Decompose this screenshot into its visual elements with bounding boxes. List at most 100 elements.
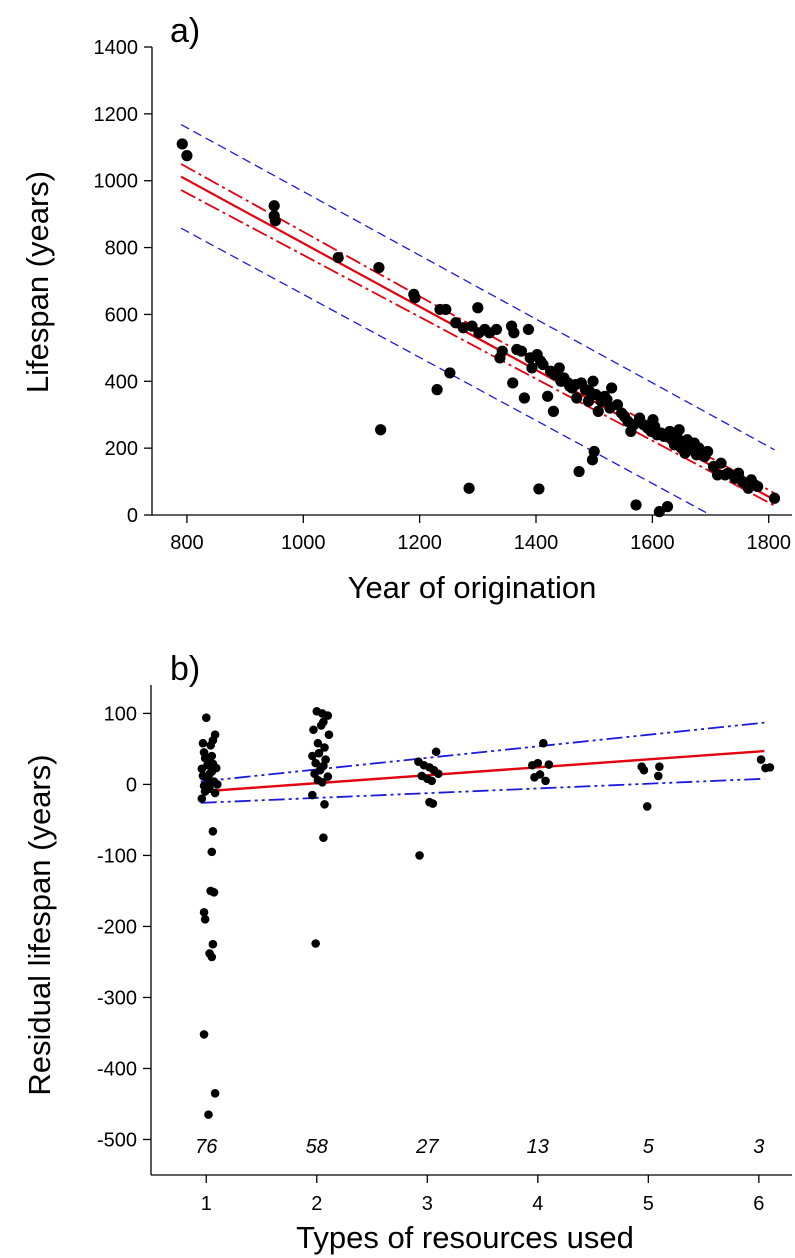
- panel-b-sample-size-label: 58: [306, 1136, 328, 1158]
- panel-b-point: [200, 915, 210, 924]
- panel-a-point: [533, 483, 545, 495]
- panel-b-point: [210, 730, 220, 740]
- panel-a: a) 800 1000 1200 1400 1600 1800 0 200 400 600 800 1…: [20, 12, 792, 605]
- panel-b-y-tick-label: -200: [97, 916, 137, 938]
- panel-b-point: [756, 755, 766, 764]
- panel-b-point: [201, 713, 211, 722]
- panel-a-point: [606, 382, 618, 394]
- panel-a-point: [431, 384, 443, 396]
- panel-a-point: [586, 454, 599, 466]
- panel-a-point: [588, 445, 600, 458]
- panel-a-point: [702, 445, 714, 458]
- panel-b-point: [200, 787, 210, 796]
- panel-b-point: [639, 765, 649, 775]
- panel-a-point: [269, 215, 281, 227]
- panel-b-point: [207, 751, 217, 761]
- panel-a-point: [573, 465, 585, 478]
- panel-a-point: [440, 303, 452, 316]
- panel-b-sample-size-label: 13: [527, 1136, 549, 1158]
- panel-b-confidence-lower: [200, 777, 765, 804]
- panel-a-point: [537, 358, 549, 371]
- panel-a-point: [582, 395, 594, 407]
- panel-b-point: [323, 772, 333, 781]
- panel-a-points: [176, 138, 781, 518]
- panel-a-prediction-upper: [180, 123, 775, 451]
- panel-b-point: [208, 759, 218, 769]
- panel-b-point: [311, 758, 320, 768]
- panel-a-x-tick-label: 1600: [630, 532, 675, 554]
- panel-b-point: [206, 778, 215, 788]
- panel-b-point: [197, 764, 207, 774]
- panel-b-point: [309, 725, 318, 735]
- panel-a-x-tick-label: 1000: [281, 532, 326, 554]
- panel-a-point: [181, 150, 193, 162]
- panel-b-point: [207, 847, 217, 857]
- panel-b-point: [324, 730, 334, 740]
- panel-b-y-tick-label: -300: [97, 987, 137, 1009]
- panel-b-point: [320, 743, 329, 752]
- panel-a-x-tick-label: 1800: [746, 532, 791, 554]
- panel-b-point: [541, 776, 550, 786]
- panel-b-y-tick-label: -400: [97, 1058, 137, 1080]
- panel-b-sample-sizes: 76 58 27 13 5 3: [195, 1136, 764, 1158]
- panel-b-y-tick-label: 0: [126, 774, 137, 796]
- panel-a-point: [630, 499, 642, 511]
- panel-b-label: b): [170, 650, 200, 688]
- panel-b-y-tick-label: -100: [97, 845, 137, 867]
- panel-b-point: [199, 907, 209, 917]
- panel-a-point: [176, 138, 188, 150]
- panel-a-x-tick-label: 800: [170, 532, 203, 554]
- panel-b-point: [308, 790, 317, 800]
- panel-a-point: [373, 262, 385, 274]
- panel-b-point: [318, 777, 327, 787]
- panel-a-point: [463, 482, 475, 494]
- panel-a-point: [542, 390, 554, 402]
- panel-a-point: [508, 327, 520, 339]
- panel-b-point: [544, 760, 554, 769]
- panel-b-axes: 1 2 3 4 5 6 100 0 -100 -200 -300 -400 -500: [97, 685, 792, 1215]
- panel-b-point: [429, 765, 439, 775]
- panel-a-point: [375, 424, 387, 436]
- panel-a-y-tick-label: 0: [127, 505, 138, 527]
- panel-a-label: a): [170, 12, 200, 50]
- panel-b-point: [539, 738, 548, 748]
- panel-b-point: [314, 748, 324, 758]
- panel-a-confidence-lower: [180, 189, 775, 507]
- panel-a-point: [466, 320, 478, 332]
- panel-a-y-axis-label: Lifespan (years): [20, 171, 55, 393]
- panel-b-point: [199, 1030, 209, 1039]
- panel-a-point: [507, 377, 519, 389]
- panel-a-point: [518, 392, 530, 404]
- panel-b-point: [653, 771, 663, 781]
- panel-a-y-tick-label: 1400: [94, 37, 139, 59]
- panel-a-point: [661, 501, 674, 513]
- panel-b-x-tick-label: 4: [532, 1193, 543, 1215]
- panel-a-point: [715, 457, 727, 469]
- panel-a-point: [268, 200, 280, 212]
- panel-b-point: [198, 738, 208, 748]
- panel-b-x-tick-label: 6: [753, 1193, 764, 1215]
- panel-b-point: [209, 888, 219, 897]
- panel-b-x-tick-label: 1: [201, 1193, 212, 1215]
- panel-b-point: [197, 794, 207, 803]
- panel-a-x-tick-label: 1400: [514, 532, 559, 554]
- panel-b-point: [765, 763, 775, 772]
- panel-b-point: [310, 769, 319, 779]
- panel-a-point: [673, 424, 685, 436]
- panel-b-x-tick-label: 5: [643, 1193, 654, 1215]
- panel-b-point: [311, 939, 320, 948]
- panel-b-y-tick-label: 100: [104, 703, 137, 725]
- panel-a-point: [752, 480, 764, 493]
- panel-b-point: [316, 721, 326, 730]
- panel-b-point: [533, 758, 543, 768]
- panel-b-point: [208, 826, 218, 836]
- panel-b-point: [210, 1089, 220, 1098]
- panel-b-point: [210, 788, 220, 798]
- panel-b-point: [208, 939, 218, 949]
- panel-b-point: [428, 799, 438, 808]
- panel-b-point: [313, 738, 323, 748]
- panel-b-sample-size-label: 5: [643, 1136, 655, 1158]
- panel-a-point: [490, 323, 503, 336]
- panel-a-axes: 800 1000 1200 1400 1600 1800 0 200 400 600 800 1000…: [94, 37, 792, 554]
